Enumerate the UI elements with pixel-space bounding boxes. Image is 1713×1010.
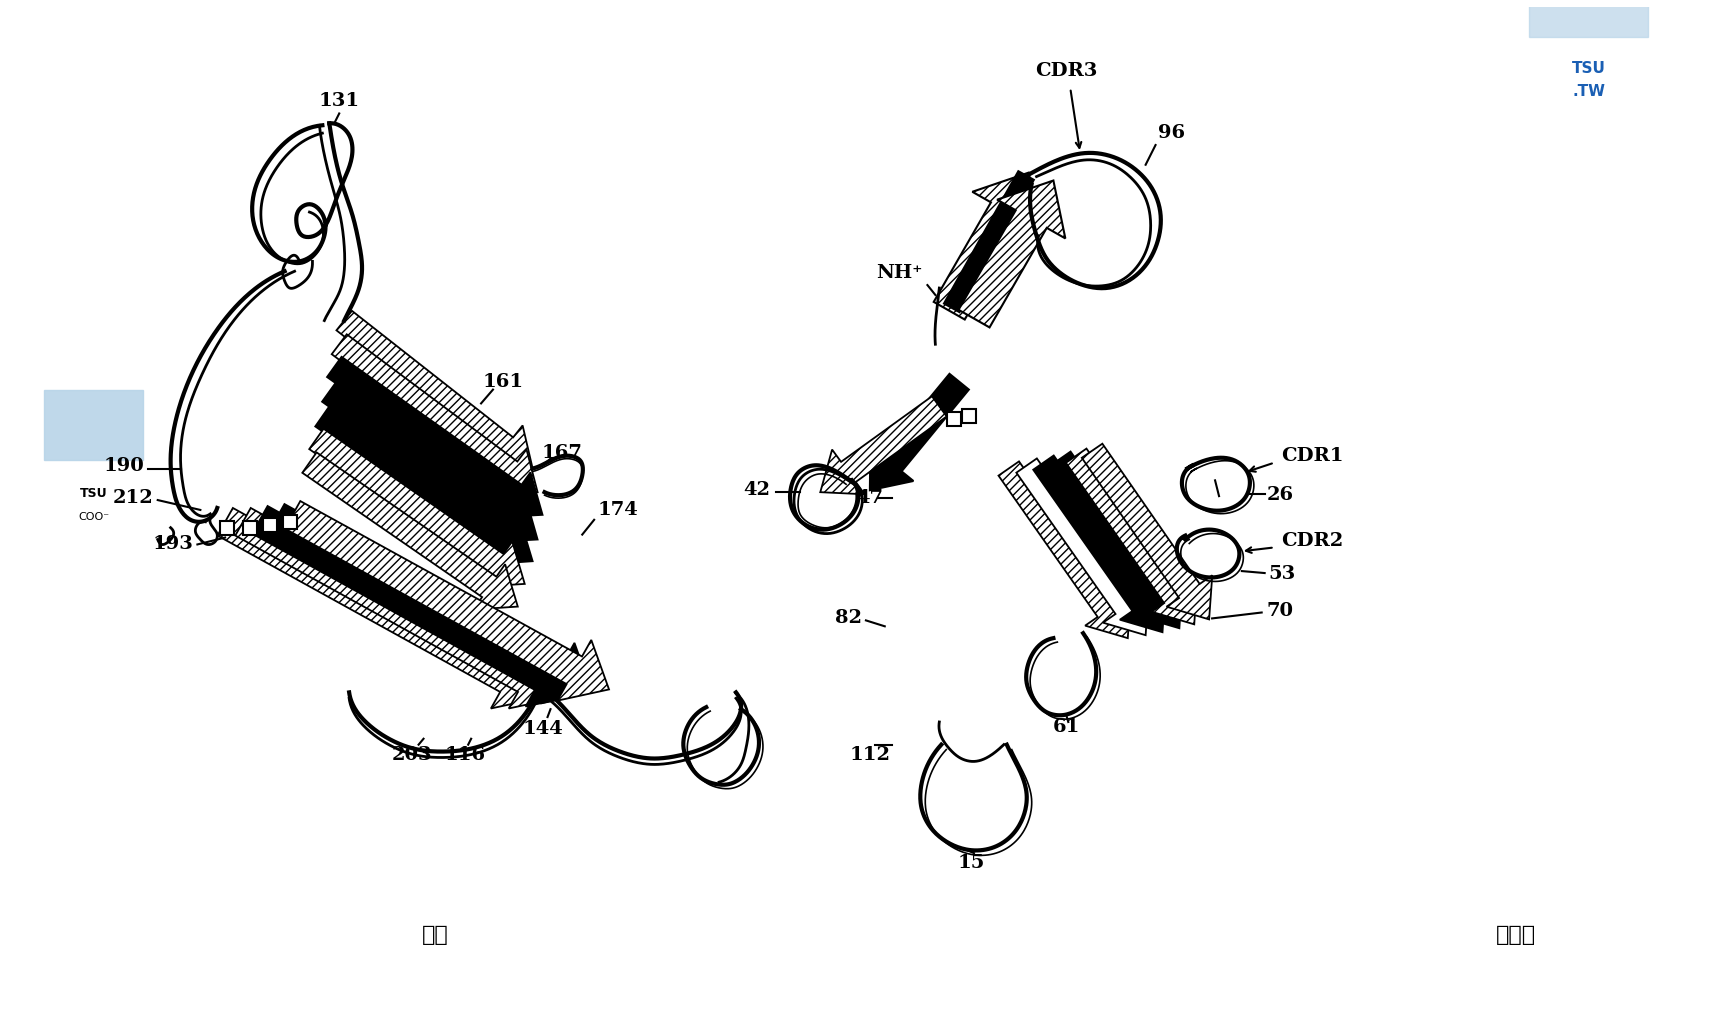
Text: CDR3: CDR3 <box>1035 62 1098 80</box>
Text: 116: 116 <box>445 745 486 764</box>
Polygon shape <box>959 181 1065 327</box>
Polygon shape <box>1050 451 1182 628</box>
Bar <box>243 521 257 534</box>
Polygon shape <box>315 406 533 565</box>
Polygon shape <box>284 501 610 701</box>
Text: 167: 167 <box>541 443 582 462</box>
Polygon shape <box>870 374 970 490</box>
Text: 82: 82 <box>834 609 862 627</box>
Text: 174: 174 <box>598 501 637 519</box>
FancyBboxPatch shape <box>1530 0 1648 36</box>
Polygon shape <box>336 311 533 469</box>
Bar <box>947 412 961 426</box>
Bar <box>963 409 976 423</box>
Polygon shape <box>1065 448 1197 624</box>
Polygon shape <box>269 504 593 704</box>
Text: CDR1: CDR1 <box>1281 446 1345 465</box>
Text: CDR2: CDR2 <box>1281 532 1343 550</box>
Polygon shape <box>999 462 1131 638</box>
Text: 47: 47 <box>856 489 884 507</box>
Polygon shape <box>1083 443 1213 619</box>
Bar <box>262 518 278 531</box>
FancyBboxPatch shape <box>45 391 142 461</box>
Text: TSU: TSU <box>1573 62 1605 76</box>
Polygon shape <box>235 508 560 708</box>
Text: .TW: .TW <box>1573 84 1605 99</box>
Polygon shape <box>252 506 577 707</box>
Polygon shape <box>942 170 1035 313</box>
Text: 可变区: 可变区 <box>1495 925 1537 945</box>
Text: 131: 131 <box>319 92 360 110</box>
Polygon shape <box>301 452 517 610</box>
Text: 193: 193 <box>152 535 194 553</box>
Polygon shape <box>327 357 543 517</box>
Polygon shape <box>1016 459 1148 635</box>
Polygon shape <box>310 428 524 587</box>
Text: 144: 144 <box>522 720 564 738</box>
Text: 96: 96 <box>1158 124 1185 142</box>
Text: COO⁻: COO⁻ <box>79 512 110 522</box>
Text: 212: 212 <box>113 489 154 507</box>
Text: 61: 61 <box>1052 718 1079 736</box>
Bar <box>221 521 235 534</box>
Polygon shape <box>218 508 543 708</box>
Text: 203: 203 <box>391 745 432 764</box>
Bar <box>283 515 296 528</box>
Polygon shape <box>322 382 538 542</box>
Polygon shape <box>1033 456 1165 632</box>
Polygon shape <box>332 334 538 494</box>
Polygon shape <box>821 396 947 494</box>
Text: 112: 112 <box>850 745 891 764</box>
Text: 161: 161 <box>483 373 524 391</box>
Text: 53: 53 <box>1269 565 1295 583</box>
Text: 70: 70 <box>1266 602 1293 619</box>
Text: 190: 190 <box>103 457 144 475</box>
Text: 26: 26 <box>1266 486 1293 504</box>
Text: NH⁺: NH⁺ <box>877 265 923 282</box>
Text: 恒区: 恒区 <box>421 925 449 945</box>
Text: 42: 42 <box>743 481 771 499</box>
Text: 15: 15 <box>958 854 985 872</box>
Polygon shape <box>934 173 1040 319</box>
Text: TSU: TSU <box>81 487 108 500</box>
